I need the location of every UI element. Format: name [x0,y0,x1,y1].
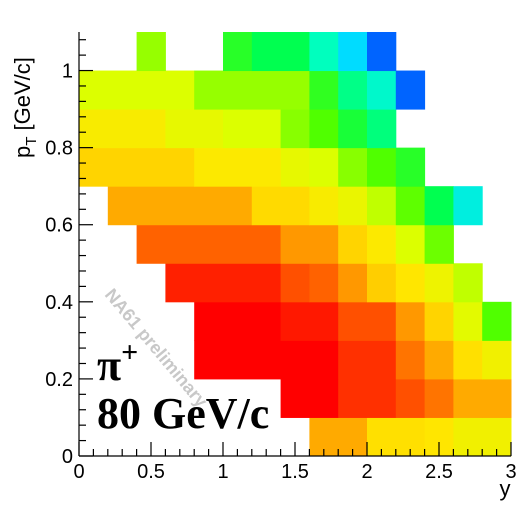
heatmap-cell [395,263,426,303]
x-tick-label: 1.5 [281,461,309,483]
heatmap-cell [194,70,310,110]
heatmap-cell [424,340,454,380]
heatmap-cell [309,32,339,72]
y-axis-title-main: p [10,146,35,158]
y-tick-label: 0.4 [45,292,73,314]
heatmap-cell [136,32,166,72]
heatmap-cell [280,378,339,418]
heatmap-cell [395,378,426,418]
heatmap-cell [338,340,397,380]
x-tick-label: 3 [505,461,516,483]
heatmap-cell [165,263,282,303]
heatmap-cell [338,32,368,72]
heatmap-cell [367,32,397,72]
heatmap-cell [280,263,310,303]
heatmap-cell [424,263,454,303]
heatmap-cell [453,378,483,418]
heatmap-cell [424,186,454,226]
heatmap-cell [424,378,454,418]
x-tick-label: 2.5 [425,461,453,483]
heatmap-cell [453,340,483,380]
x-axis-title: y [500,476,511,501]
heatmap-cell [223,32,253,72]
heatmap-cell [309,263,339,303]
particle-charge: + [121,336,138,369]
heatmap-cell [223,109,282,149]
heatmap-cell [453,263,483,303]
heatmap-cell [338,378,397,418]
heatmap-cell [309,109,339,149]
heatmap-cell [79,147,195,187]
x-tick-label: 0 [73,461,84,483]
heatmap-cell [194,340,339,380]
axes [78,32,512,457]
heatmap-cell [338,224,368,264]
heatmap-cell [309,70,339,110]
heatmap-cell [453,186,483,226]
x-tick-label: 1 [217,461,228,483]
heatmap-cell [395,70,426,110]
heatmap-cell [367,186,397,226]
heatmap-cell [280,224,339,264]
y-tick-label: 0.6 [45,215,73,237]
x-tick-labels: 0 0.5 1 1.5 2 2.5 3 [73,461,516,483]
x-tick-label: 2 [361,461,372,483]
heatmap-cell [395,224,426,264]
particle-symbol: π [97,341,121,390]
beam-energy-label: 80 GeV/c [97,389,269,438]
heatmap-cell [194,301,282,341]
heatmap-cell [338,147,368,187]
heatmap-cell [482,301,512,341]
y-tick-label: 1 [62,61,73,83]
y-tick-label: 0.2 [45,369,73,391]
heatmap-cell [367,263,397,303]
heatmap-cell [338,70,368,110]
heatmap-cell [338,263,368,303]
heatmap-cell [251,186,310,226]
heatmap-cell [194,147,282,187]
heatmap-cell [424,301,454,341]
heatmap-cells [79,32,512,457]
heatmap-cell [338,301,397,341]
heatmap-cell [280,301,339,341]
heatmap-cell [395,147,426,187]
heatmap-cell [280,109,310,149]
y-tick-labels: 0 0.2 0.4 0.6 0.8 1 [45,61,73,468]
heatmap-cell [395,186,426,226]
particle-label: π+ [97,336,138,390]
heatmap-cell [165,109,224,149]
heatmap-cell [367,147,397,187]
heatmap-cell [367,109,397,149]
heatmap-cell [395,301,426,341]
heatmap-cell [280,147,310,187]
heatmap-cell [309,186,339,226]
y-axis-title-unit: [GeV/c] [10,57,35,136]
y-tick-label: 0 [62,446,73,468]
heatmap-cell [107,186,253,226]
heatmap-cell [367,224,397,264]
heatmap-cell [482,340,512,380]
x-tick-label: 0.5 [137,461,165,483]
heatmap-cell [251,32,310,72]
heatmap-cell [367,70,397,110]
y-tick-label: 0.8 [45,138,73,160]
heatmap-cell [309,147,339,187]
y-axis-title: pT [GeV/c] [10,57,40,158]
heatmap-cell [136,224,282,264]
heatmap-cell [482,378,512,418]
heatmap-cell [424,224,454,264]
y-axis-title-sub: T [23,137,40,146]
heatmap-cell [395,340,426,380]
heatmap-cell [79,109,166,149]
heatmap-cell [79,70,195,110]
heatmap-cell [338,109,368,149]
heatmap-cell [453,301,483,341]
heatmap-cell [338,186,368,226]
